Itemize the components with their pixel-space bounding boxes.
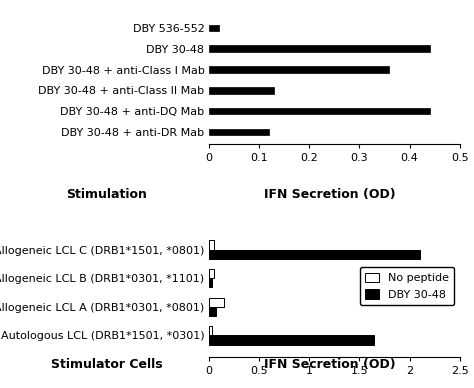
Text: IFN Secretion (OD): IFN Secretion (OD) [264, 188, 395, 201]
Bar [209, 87, 274, 94]
Bar [209, 108, 429, 114]
Bar [209, 66, 390, 73]
Text: Stimulation: Stimulation [66, 188, 147, 201]
Bar [209, 241, 214, 249]
Bar [209, 269, 214, 278]
Bar [209, 128, 269, 135]
Bar [209, 25, 219, 31]
Bar [209, 278, 211, 288]
Bar [209, 249, 419, 259]
Text: Stimulator Cells: Stimulator Cells [51, 357, 163, 371]
Text: IFN Secretion (OD): IFN Secretion (OD) [264, 357, 395, 371]
Legend: No peptide, DBY 30-48: No peptide, DBY 30-48 [360, 267, 454, 305]
Bar [209, 298, 224, 307]
Bar [209, 326, 211, 336]
Bar [209, 336, 374, 345]
Bar [209, 307, 216, 316]
Bar [209, 45, 429, 52]
